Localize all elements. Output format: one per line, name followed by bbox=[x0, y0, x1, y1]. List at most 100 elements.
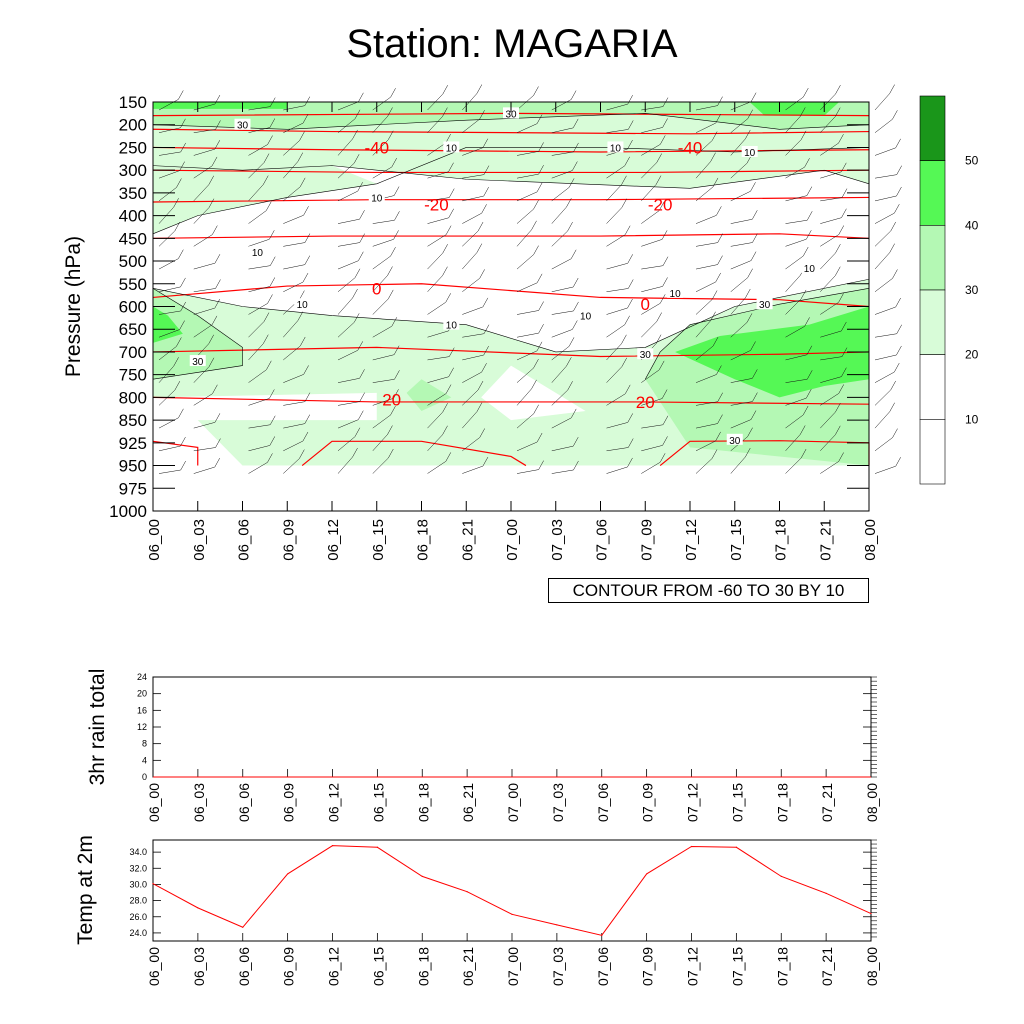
temp-contour-line bbox=[301, 440, 527, 467]
wind-barb bbox=[874, 203, 900, 224]
rain-ytick-label: 16 bbox=[137, 705, 147, 715]
wind-barb bbox=[785, 186, 813, 202]
wind-barb bbox=[695, 152, 716, 179]
wind-barb bbox=[516, 379, 537, 406]
wind-barb bbox=[158, 161, 185, 179]
speed-label-bg bbox=[667, 286, 684, 298]
rain-xtick-label: 07_00 bbox=[505, 783, 521, 822]
pressure-tick-label: 600 bbox=[119, 298, 147, 317]
speed-contour-label: 30 bbox=[640, 350, 652, 361]
temp-xtick-label: 07_12 bbox=[685, 947, 701, 986]
wind-barb bbox=[283, 114, 309, 133]
temp-contour-label: 0 bbox=[372, 279, 381, 298]
rain-ytick-label: 8 bbox=[142, 739, 147, 749]
pressure-tick-label: 650 bbox=[119, 320, 147, 339]
wind-barb bbox=[248, 97, 276, 111]
wind-barb bbox=[730, 129, 751, 156]
wind-barb bbox=[695, 336, 719, 361]
wind-barb bbox=[427, 425, 448, 452]
wind-barb bbox=[337, 341, 363, 361]
wind-barb bbox=[248, 453, 273, 474]
wind-barb bbox=[283, 177, 306, 202]
wind-barb bbox=[516, 182, 543, 202]
wind-barb bbox=[785, 289, 807, 315]
wind-barb bbox=[372, 130, 394, 156]
wind-barb bbox=[785, 87, 809, 111]
temp-xtick-label: 07_03 bbox=[550, 947, 566, 986]
wind-barb bbox=[641, 277, 668, 293]
wind-barb bbox=[193, 298, 221, 315]
pressure-tick-label: 250 bbox=[119, 138, 147, 157]
speed-contour-label: 10 bbox=[297, 300, 309, 311]
time-axis: 06_00 06_03 06_06 06_09 06_12 06_15 06_18 06_21… bbox=[146, 102, 879, 561]
wind-barb bbox=[695, 177, 719, 202]
wind-barb bbox=[158, 381, 181, 406]
wind-barb bbox=[785, 448, 807, 474]
temp-xtick-label: 07_15 bbox=[729, 947, 745, 986]
wind-barb bbox=[283, 311, 304, 338]
contour-labels: -40 -40 -20 -20 0 0 20 20 30 30 10 10 10 10 10 10 10 10 10… bbox=[189, 107, 818, 447]
wind-barb bbox=[874, 269, 898, 292]
rain-chart: 0 4 8 12 16 20 24 06_00 06_03 06_06 06_09 06_12 06_1… bbox=[86, 669, 880, 822]
wind-barb bbox=[606, 357, 627, 383]
wind-barb bbox=[248, 436, 276, 452]
wind-barb bbox=[193, 120, 221, 133]
temp-xtick-label: 07_00 bbox=[505, 947, 521, 986]
wind-barb bbox=[248, 312, 270, 338]
time-tick-label: 06_15 bbox=[370, 519, 387, 561]
wind-barb bbox=[427, 367, 454, 383]
fill-30-40-left bbox=[153, 288, 243, 380]
wind-barb bbox=[193, 175, 214, 202]
wind-barb bbox=[695, 96, 723, 111]
wind-barb bbox=[730, 427, 753, 452]
colorbar-label: 20 bbox=[965, 348, 979, 362]
wind-barb bbox=[427, 162, 454, 179]
wind-barb bbox=[730, 369, 758, 383]
speed-contour-line bbox=[644, 288, 870, 380]
fill-30-40-small bbox=[406, 379, 452, 412]
wind-barb bbox=[427, 347, 455, 361]
wind-barb bbox=[820, 188, 848, 202]
wind-barb bbox=[551, 460, 579, 474]
wind-barb bbox=[730, 251, 757, 270]
wind-barb bbox=[551, 357, 572, 383]
wind-barb bbox=[462, 243, 483, 270]
fill-40-50-topleft bbox=[153, 102, 288, 109]
wind-barb bbox=[874, 84, 895, 111]
rain-ytick-label: 12 bbox=[137, 722, 147, 732]
wind-barb bbox=[820, 107, 841, 133]
wind-barb bbox=[820, 452, 844, 474]
wind-barb bbox=[337, 182, 363, 202]
wind-speed-contours bbox=[152, 113, 870, 380]
wind-barb bbox=[606, 413, 633, 429]
wind-barb bbox=[283, 431, 309, 452]
cross-section-chart: -40 -40 -20 -20 0 0 20 20 30 30 10 10 10 10 10 10 10 10 10… bbox=[62, 84, 902, 561]
wind-barb bbox=[158, 301, 186, 315]
temp-contour-label: -40 bbox=[678, 138, 703, 157]
wind-barb bbox=[193, 457, 220, 474]
wind-barb bbox=[606, 139, 633, 156]
temp-point bbox=[735, 846, 737, 848]
wind-barb bbox=[730, 109, 753, 133]
temp-contour-label: 0 bbox=[641, 295, 650, 314]
wind-barb bbox=[193, 198, 215, 224]
rain-xtick-label: 06_18 bbox=[415, 783, 431, 822]
wind-barb bbox=[516, 86, 539, 111]
wind-barb bbox=[695, 233, 723, 247]
pressure-tick-label: 550 bbox=[119, 275, 147, 294]
wind-barb bbox=[730, 268, 753, 292]
temp-ytick-label: 28.0 bbox=[129, 896, 147, 906]
speed-label-bg bbox=[234, 118, 251, 130]
wind-barb bbox=[695, 311, 716, 338]
wind-barb bbox=[641, 389, 668, 406]
colorbar-segment bbox=[919, 160, 946, 226]
wind-barb bbox=[283, 392, 311, 406]
wind-barb bbox=[606, 315, 630, 338]
wind-barb bbox=[730, 410, 757, 429]
temp-point bbox=[287, 873, 289, 875]
wind-barb bbox=[820, 293, 844, 315]
fill-40-50-right bbox=[675, 306, 869, 398]
wind-barb bbox=[462, 221, 484, 247]
